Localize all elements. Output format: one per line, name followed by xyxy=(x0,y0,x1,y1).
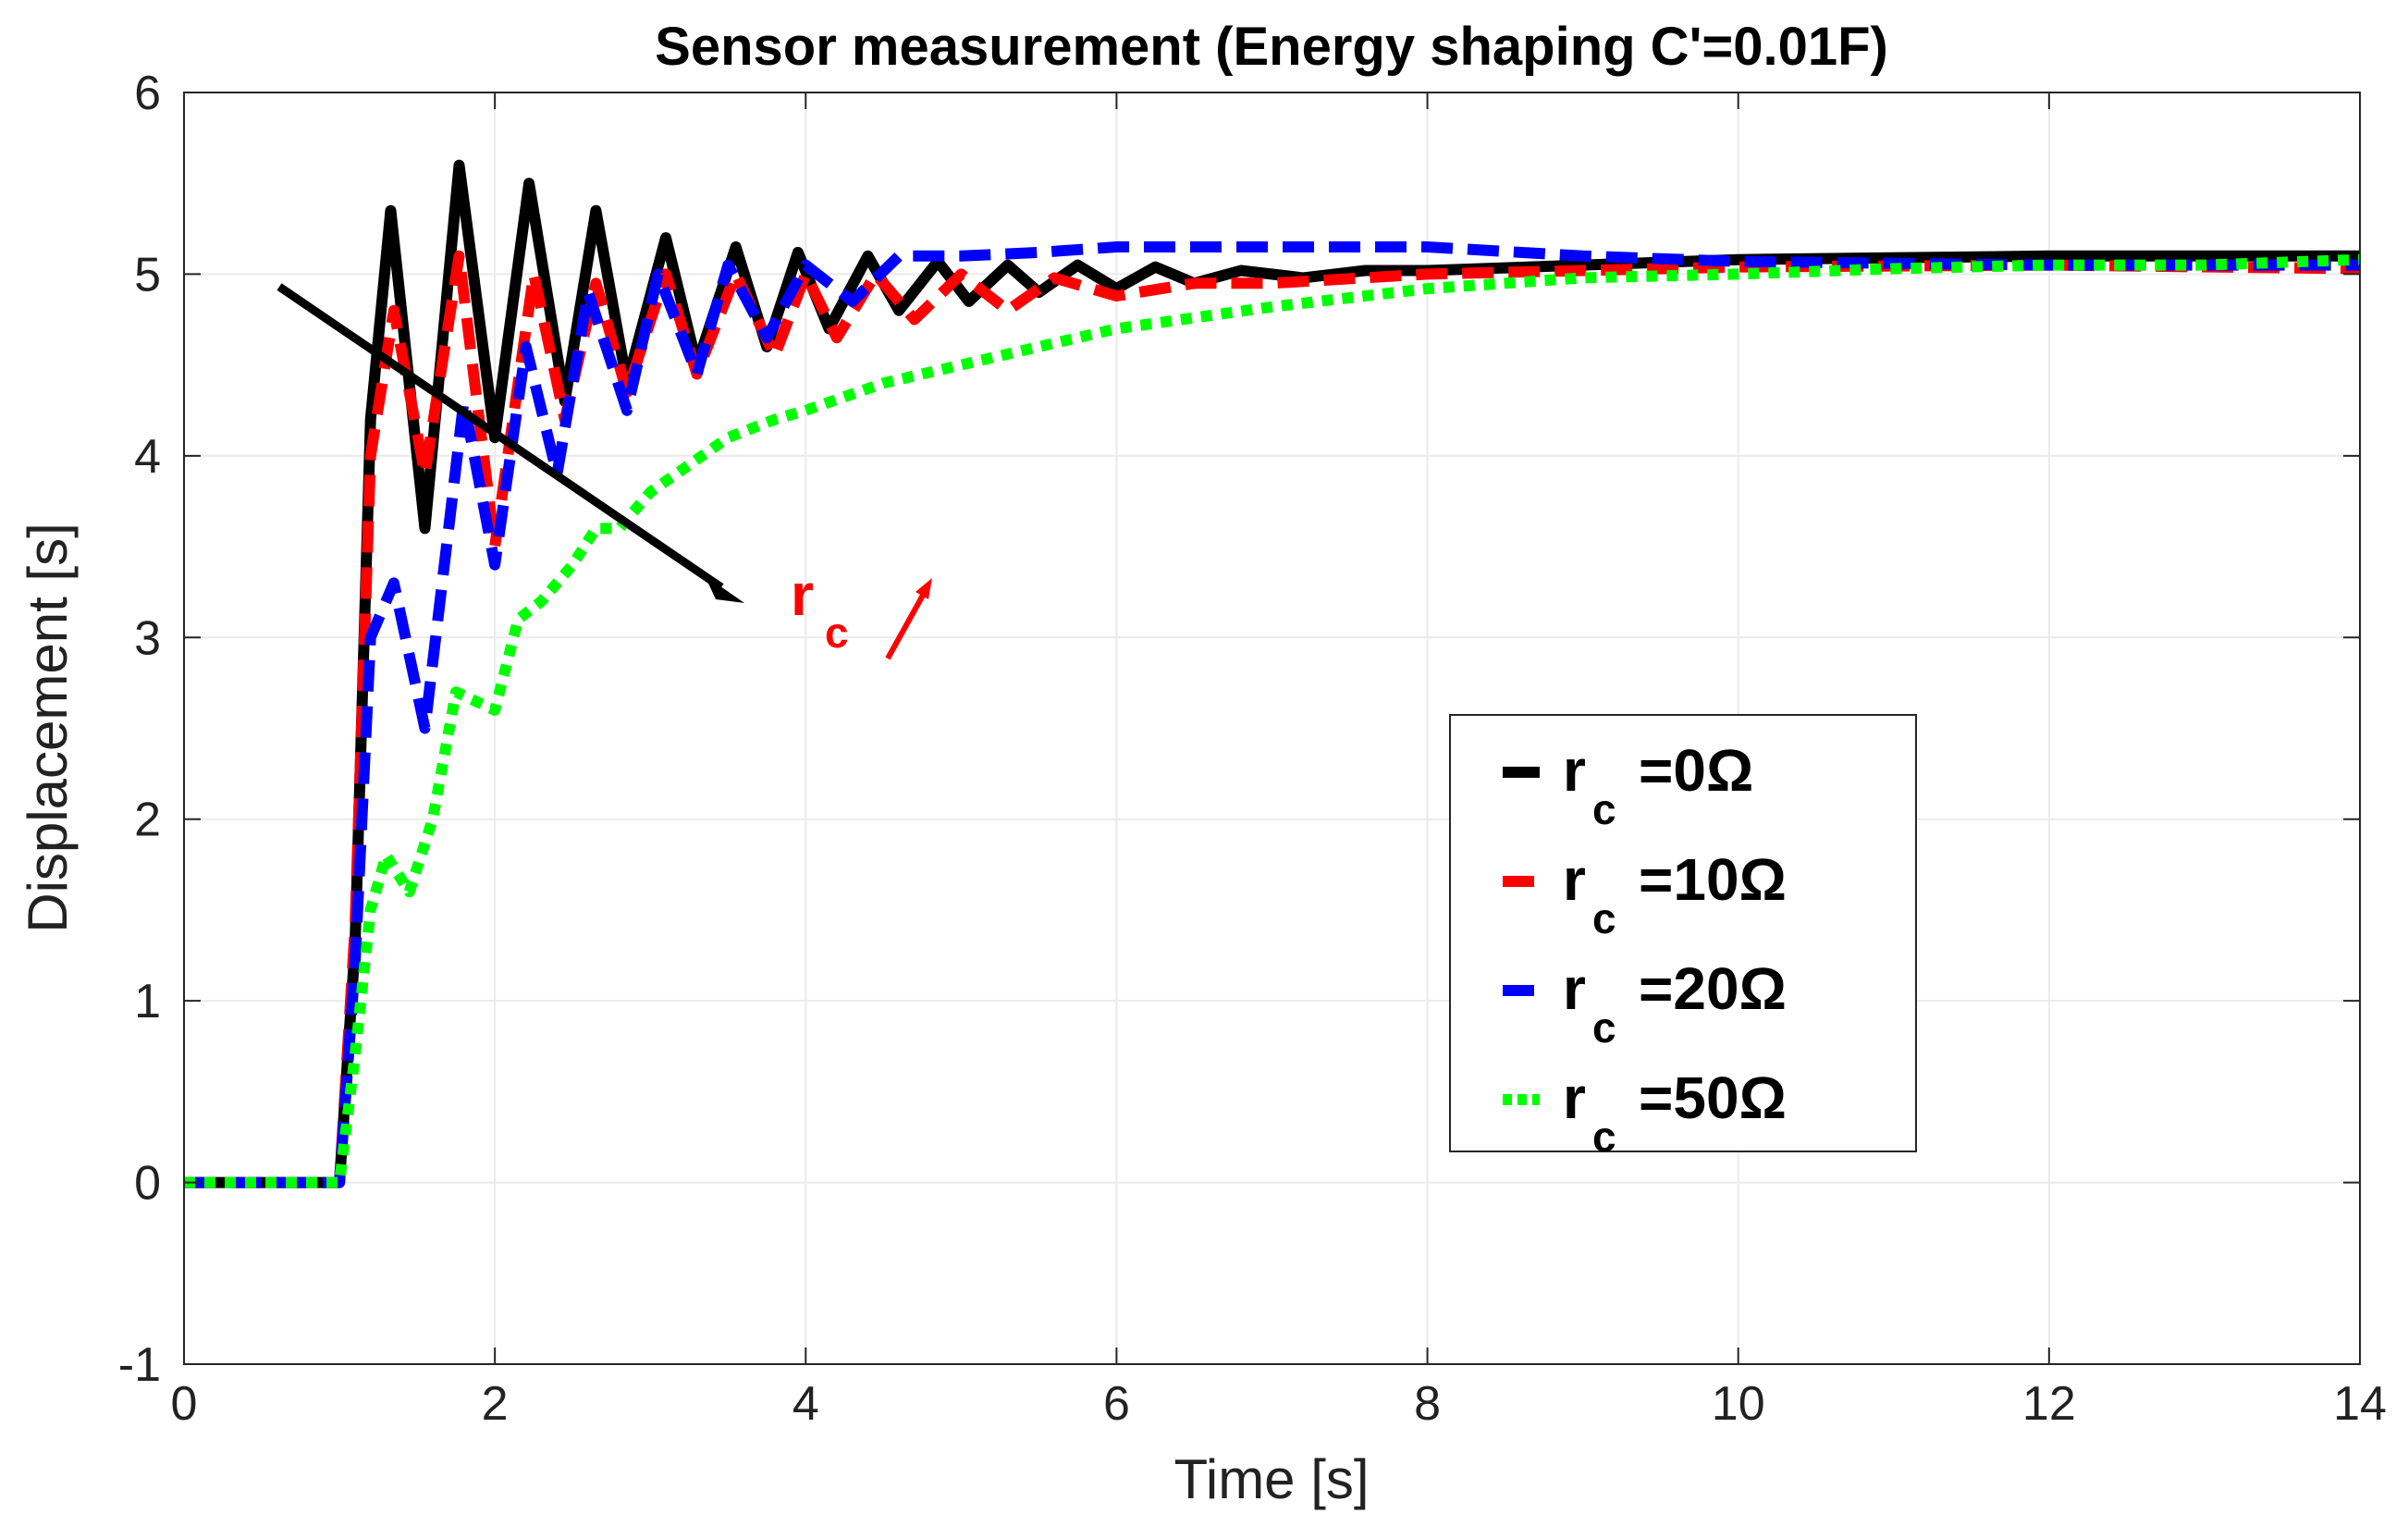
legend-value-3: =50Ω xyxy=(1639,1065,1787,1131)
trend-annotation: r c xyxy=(276,283,932,660)
series-line-2 xyxy=(184,241,2360,1188)
series-line-3 xyxy=(184,253,2361,1188)
legend-value-0: =0Ω xyxy=(1639,737,1753,804)
x-tick-label: 0 xyxy=(171,1377,198,1431)
y-tick-label: 4 xyxy=(134,430,161,484)
y-tick-label: 5 xyxy=(134,248,161,302)
trend-arrow-head xyxy=(705,575,744,603)
y-tick-label: 1 xyxy=(134,975,161,1028)
x-tick-label: 14 xyxy=(2333,1377,2387,1431)
x-tick-label: 4 xyxy=(792,1377,819,1431)
legend-value-1: =10Ω xyxy=(1639,846,1787,913)
y-tick-label: 0 xyxy=(134,1157,161,1211)
x-tick-label: 12 xyxy=(2022,1377,2076,1431)
chart-title: Sensor measurement (Energy shaping C'=0.… xyxy=(655,17,1888,77)
series-group xyxy=(184,159,2361,1188)
x-tick-label: 10 xyxy=(1712,1377,1765,1431)
legend-sub-1: c xyxy=(1592,894,1616,942)
legend-box xyxy=(1449,714,1917,1152)
y-tick-label: 6 xyxy=(134,67,161,120)
legend-label-3: r xyxy=(1563,1065,1586,1131)
legend-value-2: =20Ω xyxy=(1639,955,1787,1022)
x-tick-label: 6 xyxy=(1103,1377,1130,1431)
increase-arrow-line xyxy=(885,590,928,660)
legend-sub-2: c xyxy=(1592,1003,1616,1052)
x-tick-label: 2 xyxy=(482,1377,509,1431)
y-tick-label: 3 xyxy=(134,611,161,665)
legend-label-0: r xyxy=(1563,737,1586,804)
legend-label-2: r xyxy=(1563,955,1586,1022)
y-axis-label: Displacement [s] xyxy=(17,523,79,933)
annotation-r: r xyxy=(791,561,814,628)
trend-arrow-line xyxy=(276,283,724,591)
plot-frame xyxy=(183,92,2361,1365)
legend-sub-3: c xyxy=(1592,1113,1616,1161)
legend-label-1: r xyxy=(1563,846,1586,913)
y-tick-label: -1 xyxy=(118,1338,161,1392)
x-axis-label: Time [s] xyxy=(1173,1448,1369,1510)
x-tick-label: 8 xyxy=(1414,1377,1441,1431)
annotation-sub: c xyxy=(825,609,849,657)
y-tick-label: 2 xyxy=(134,794,161,847)
legend-sub-0: c xyxy=(1592,785,1616,833)
increase-arrow-head xyxy=(915,578,932,599)
